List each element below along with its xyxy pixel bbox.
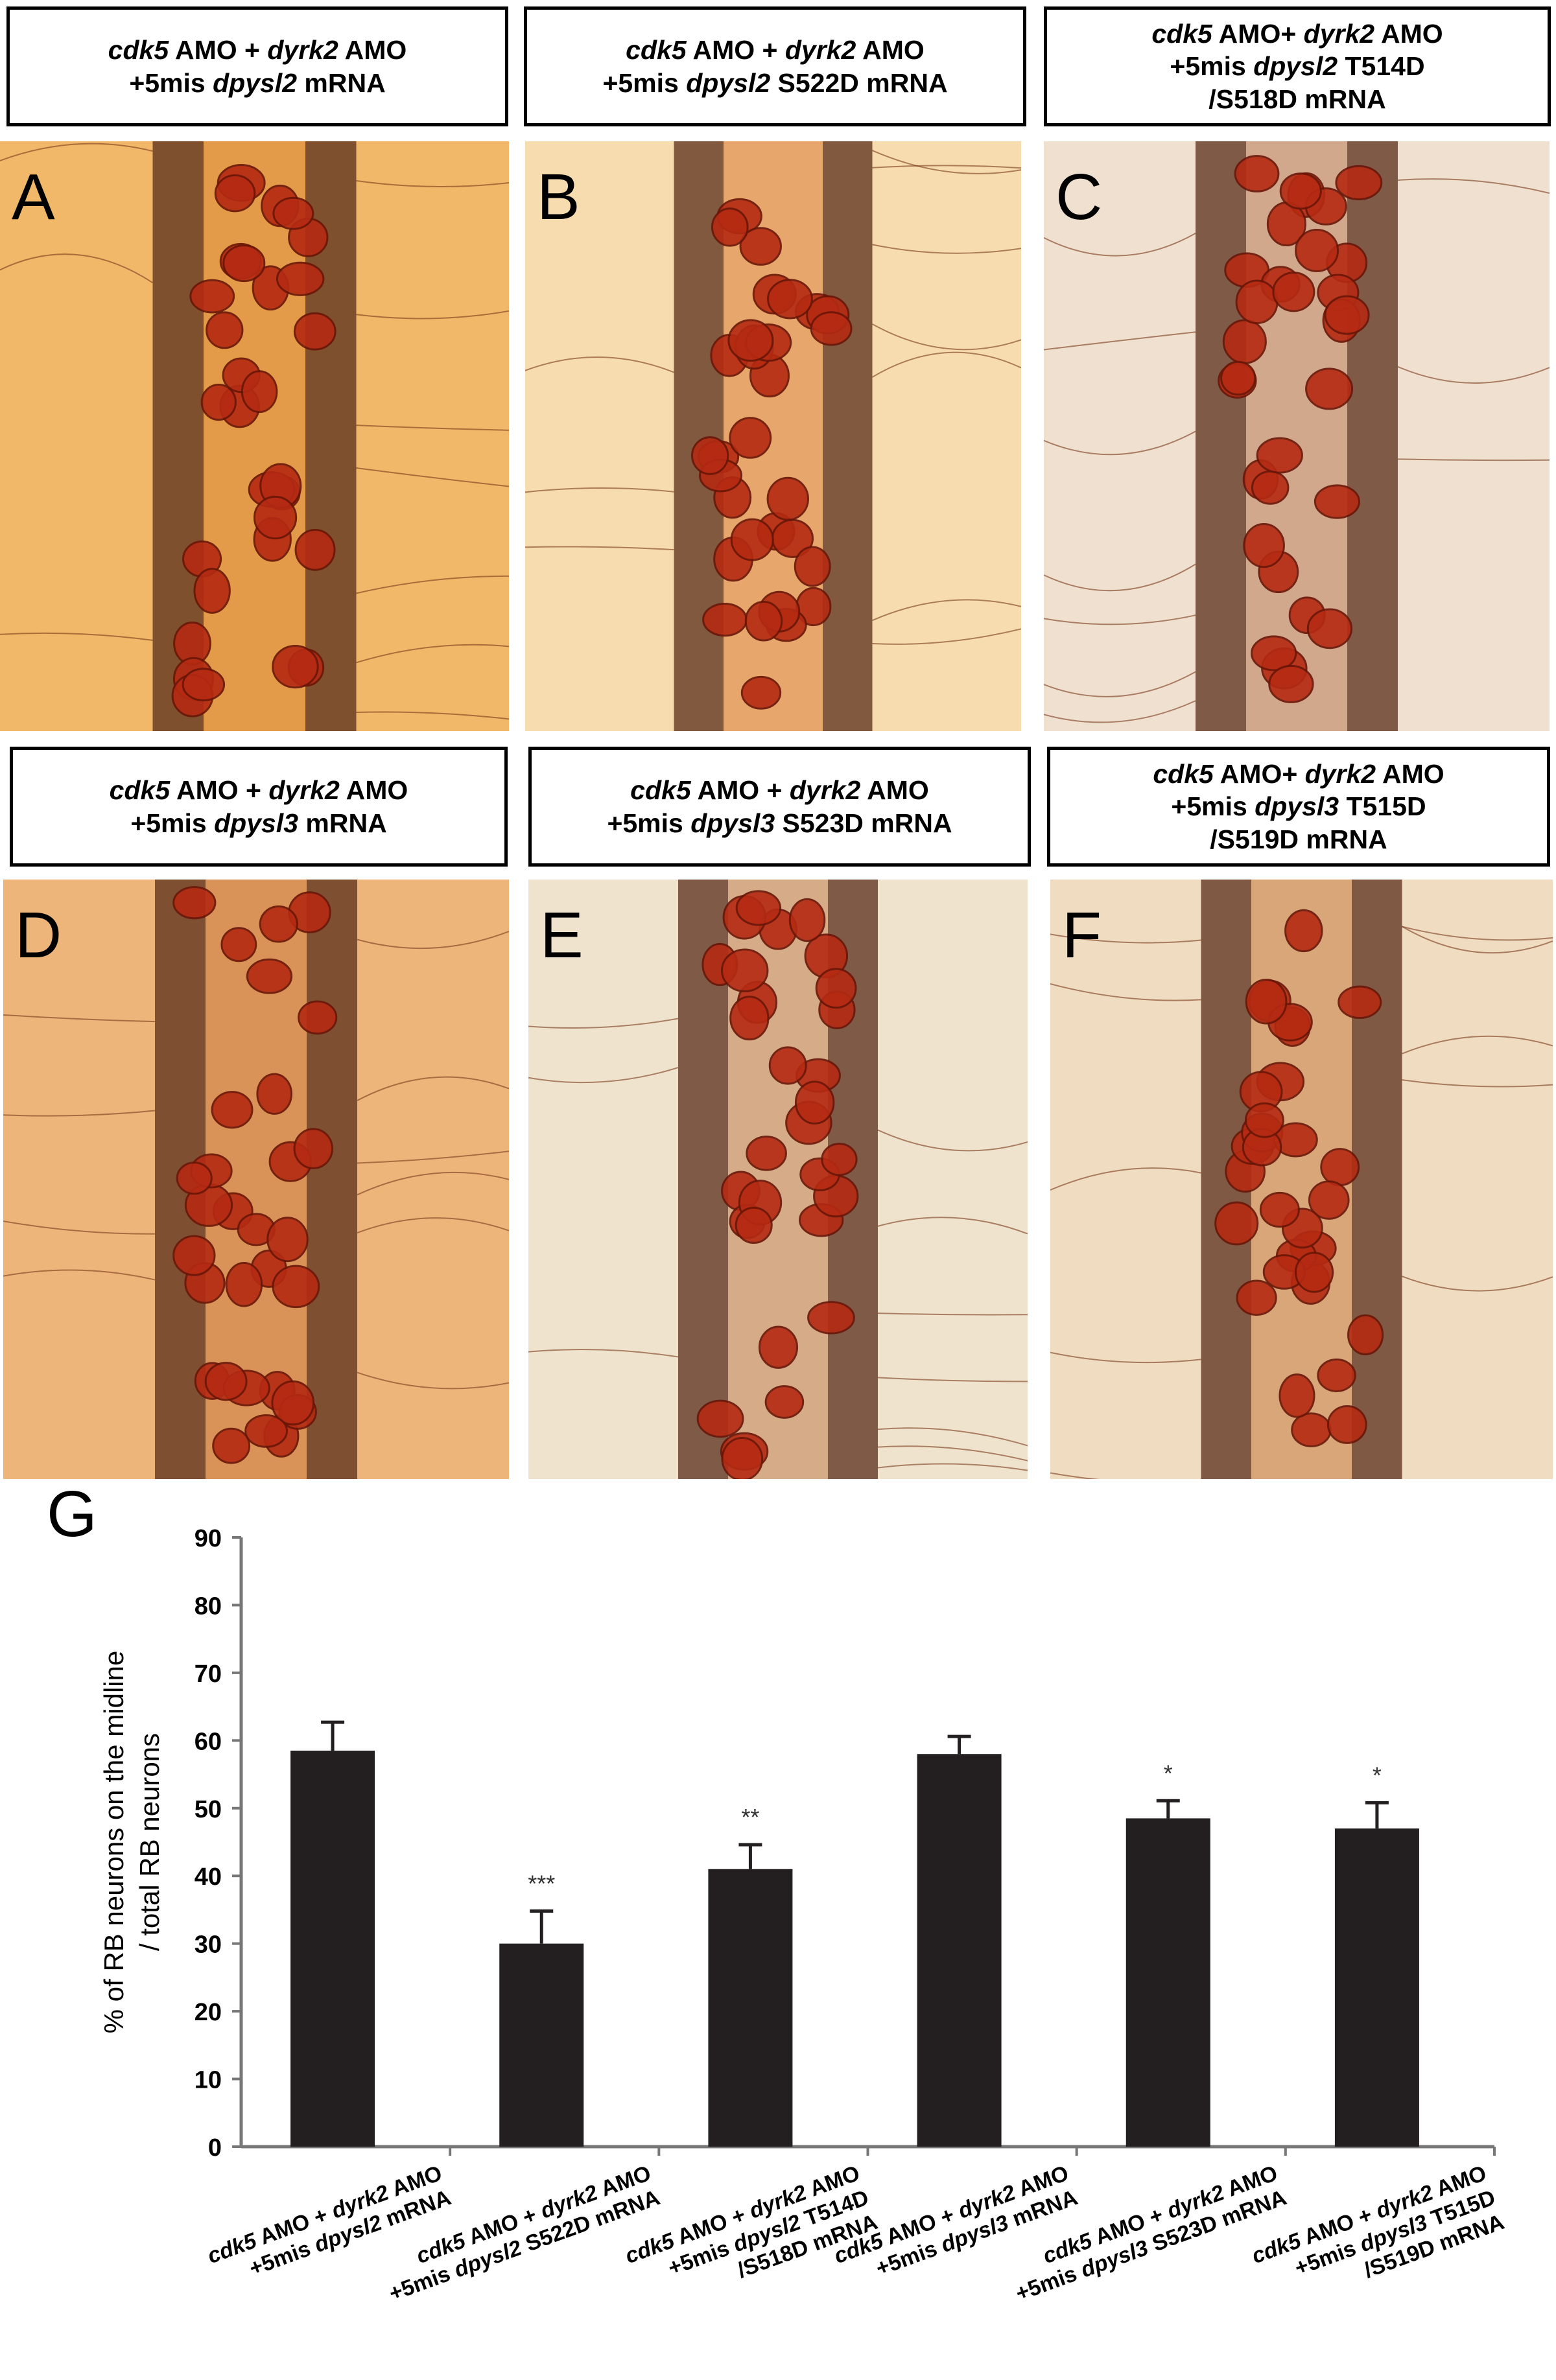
- panel-letter-a: A: [12, 161, 55, 233]
- panel-label-line: +5mis dpysl2 S522D mRNA: [602, 67, 948, 98]
- bar: [1334, 1828, 1419, 2147]
- bar: [499, 1943, 584, 2147]
- micrograph-c: C: [1044, 141, 1550, 731]
- micrograph-f: F: [1050, 880, 1553, 1479]
- panel-label-line: cdk5 AMO + dyrk2 AMO: [109, 775, 408, 806]
- panel-letter-b: B: [537, 161, 580, 233]
- panel-label-line: /S518D mRNA: [1208, 84, 1386, 114]
- y-tick-label: 10: [194, 2067, 222, 2094]
- panel-label-line: cdk5 AMO+ dyrk2 AMO: [1151, 19, 1443, 49]
- x-category-label: cdk5 AMO + dyrk2 AMO+5mis dpysl2 T514D/S…: [622, 2161, 880, 2318]
- significance-marker: *: [1373, 1762, 1382, 1788]
- significance-marker: ***: [528, 1871, 555, 1897]
- significance-marker: *: [1164, 1760, 1173, 1786]
- panel-letter-d: D: [15, 899, 62, 972]
- y-tick-label: 20: [194, 1999, 222, 2026]
- x-category-label: cdk5 AMO + dyrk2 AMO+5mis dpysl3 T515D/S…: [1249, 2161, 1507, 2318]
- y-tick-label: 0: [208, 2134, 222, 2162]
- bar-chart: G % of RB neurons on the midline / total R…: [47, 1491, 1507, 2318]
- y-axis-label: / total RB neurons: [134, 1733, 165, 1951]
- panel-label-line: cdk5 AMO + dyrk2 AMO: [626, 35, 925, 65]
- panel-label-d: cdk5 AMO + dyrk2 AMO +5mis dpysl3 mRNA: [10, 747, 508, 867]
- significance-marker: **: [741, 1804, 759, 1830]
- y-tick-label: 50: [194, 1796, 222, 1823]
- panel-label-line: +5mis dpysl2 mRNA: [129, 67, 386, 98]
- bar: [290, 1751, 375, 2147]
- panel-label-line: cdk5 AMO + dyrk2 AMO: [108, 35, 407, 65]
- bar: [1126, 1818, 1210, 2147]
- y-tick-label: 80: [194, 1592, 222, 1620]
- y-tick-label: 60: [194, 1728, 222, 1755]
- panel-label-a: cdk5 AMO + dyrk2 AMO +5mis dpysl2 mRNA: [6, 6, 508, 126]
- panel-label-f: cdk5 AMO+ dyrk2 AMO +5mis dpysl3 T515D/S5…: [1047, 747, 1550, 867]
- panel-label-line: +5mis dpysl3 S523D mRNA: [607, 808, 952, 838]
- panel-label-line: +5mis dpysl3 mRNA: [130, 808, 387, 838]
- bar: [708, 1869, 793, 2147]
- y-tick-label: 90: [194, 1525, 222, 1552]
- bar: [917, 1754, 1002, 2147]
- y-tick-label: 70: [194, 1661, 222, 1688]
- micrograph-d: D: [3, 880, 509, 1479]
- panel-letter-f: F: [1062, 899, 1102, 972]
- panel-letter-c: C: [1055, 161, 1103, 233]
- panel-label-b: cdk5 AMO + dyrk2 AMO +5mis dpysl2 S522D m…: [524, 6, 1026, 126]
- panel-label-c: cdk5 AMO+ dyrk2 AMO +5mis dpysl2 T514D/S5…: [1044, 6, 1551, 126]
- micrograph-e: E: [528, 880, 1028, 1479]
- panel-label-e: cdk5 AMO + dyrk2 AMO +5mis dpysl3 S523D m…: [528, 747, 1031, 867]
- panel-letter-e: E: [540, 899, 584, 972]
- panel-label-line: +5mis dpysl2 T514D: [1170, 51, 1425, 82]
- panel-label-line: cdk5 AMO + dyrk2 AMO: [630, 775, 929, 806]
- y-axis-label: % of RB neurons on the midline: [99, 1651, 129, 2034]
- panel-letter-g: G: [47, 1491, 97, 1550]
- panel-label-line: cdk5 AMO+ dyrk2 AMO: [1153, 759, 1444, 789]
- micrograph-a: A: [0, 141, 509, 731]
- y-tick-label: 40: [194, 1863, 222, 1891]
- panel-label-line: +5mis dpysl3 T515D: [1171, 791, 1426, 822]
- panel-label-line: /S519D mRNA: [1210, 824, 1387, 854]
- micrograph-b: B: [525, 141, 1021, 731]
- y-tick-label: 30: [194, 1931, 222, 1959]
